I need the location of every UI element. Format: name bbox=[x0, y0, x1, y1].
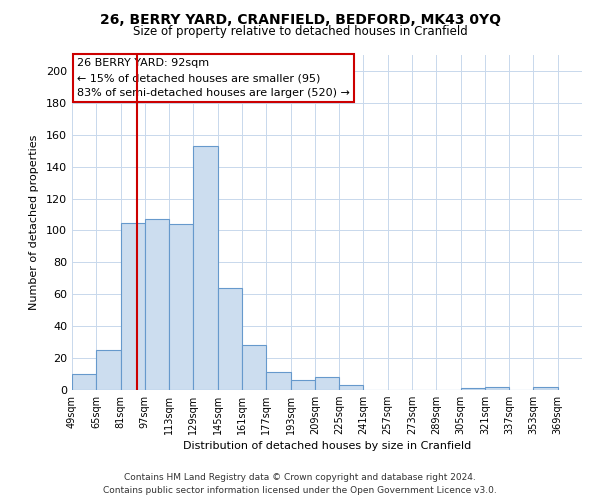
Text: 26, BERRY YARD, CRANFIELD, BEDFORD, MK43 0YQ: 26, BERRY YARD, CRANFIELD, BEDFORD, MK43… bbox=[100, 12, 500, 26]
Bar bbox=[315, 377, 339, 390]
Bar bbox=[266, 372, 290, 390]
Bar bbox=[242, 346, 266, 390]
Bar bbox=[339, 385, 364, 390]
X-axis label: Distribution of detached houses by size in Cranfield: Distribution of detached houses by size … bbox=[183, 442, 471, 452]
Text: 26 BERRY YARD: 92sqm
← 15% of detached houses are smaller (95)
83% of semi-detac: 26 BERRY YARD: 92sqm ← 15% of detached h… bbox=[77, 58, 350, 98]
Bar bbox=[218, 288, 242, 390]
Bar bbox=[121, 222, 145, 390]
Bar bbox=[485, 387, 509, 390]
Bar bbox=[169, 224, 193, 390]
Bar bbox=[461, 388, 485, 390]
Bar bbox=[290, 380, 315, 390]
Bar bbox=[145, 220, 169, 390]
Text: Contains HM Land Registry data © Crown copyright and database right 2024.
Contai: Contains HM Land Registry data © Crown c… bbox=[103, 474, 497, 495]
Text: Size of property relative to detached houses in Cranfield: Size of property relative to detached ho… bbox=[133, 25, 467, 38]
Bar bbox=[96, 350, 121, 390]
Bar bbox=[193, 146, 218, 390]
Bar bbox=[533, 387, 558, 390]
Bar bbox=[72, 374, 96, 390]
Y-axis label: Number of detached properties: Number of detached properties bbox=[29, 135, 39, 310]
